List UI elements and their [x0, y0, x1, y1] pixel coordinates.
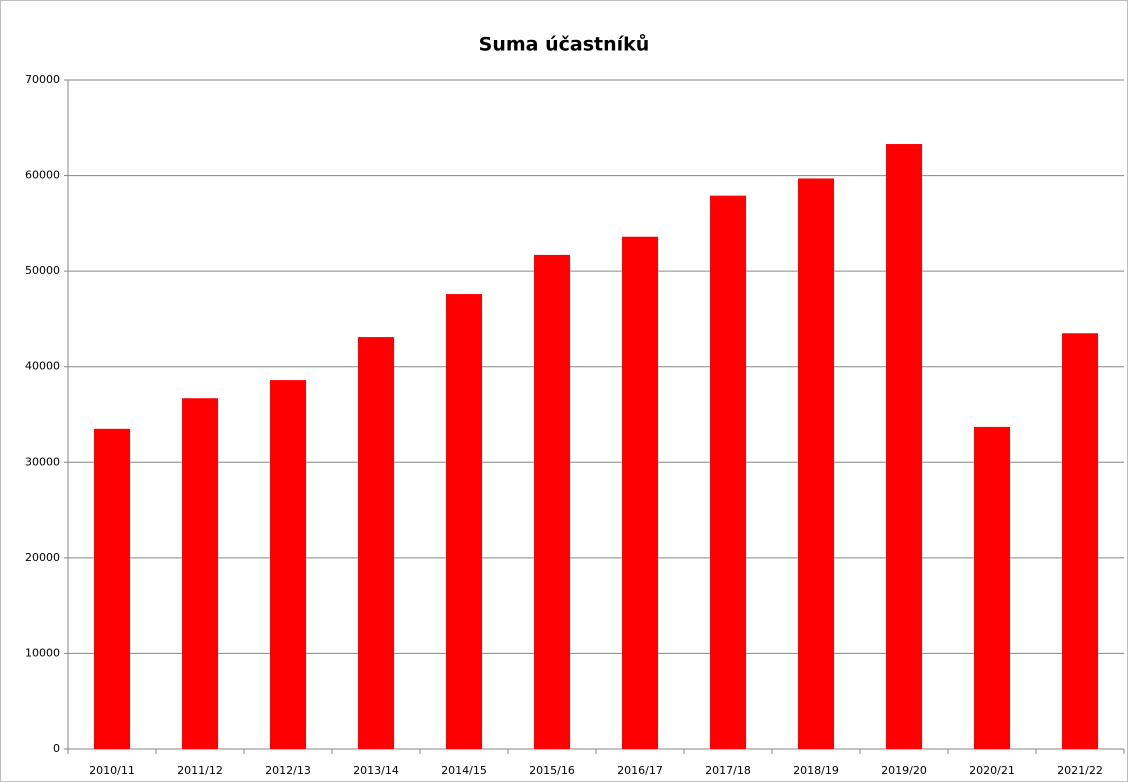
y-tick-label: 30000	[25, 455, 60, 468]
x-tick-label: 2015/16	[529, 764, 575, 777]
x-tick-label: 2016/17	[617, 764, 663, 777]
y-tick-label: 20000	[25, 551, 60, 564]
x-tick-label: 2018/19	[793, 764, 839, 777]
bar	[974, 426, 1010, 749]
chart-title: Suma účastníků	[479, 33, 650, 56]
y-tick-label: 0	[53, 742, 60, 755]
y-tick-label: 40000	[25, 360, 60, 373]
y-tick-label: 60000	[25, 169, 60, 182]
x-tick-label: 2020/21	[969, 764, 1015, 777]
bar	[622, 236, 658, 750]
bar	[534, 254, 570, 749]
x-tick-label: 2021/22	[1057, 764, 1103, 777]
x-tick-label: 2017/18	[705, 764, 751, 777]
x-tick-label: 2012/13	[265, 764, 311, 777]
bar	[886, 144, 922, 750]
x-tick-label: 2011/12	[177, 764, 223, 777]
bar	[358, 337, 394, 749]
x-tick-label: 2010/11	[89, 764, 135, 777]
bar	[270, 380, 306, 749]
bar	[798, 178, 834, 749]
x-tick-label: 2019/20	[881, 764, 927, 777]
bar	[182, 398, 218, 749]
bar	[1062, 333, 1098, 749]
bar	[94, 428, 130, 749]
y-tick-label: 70000	[25, 73, 60, 86]
x-tick-label: 2014/15	[441, 764, 487, 777]
y-tick-label: 50000	[25, 264, 60, 277]
x-tick-label: 2013/14	[353, 764, 399, 777]
bar	[710, 195, 746, 750]
y-tick-label: 10000	[25, 646, 60, 659]
bar	[446, 294, 482, 749]
